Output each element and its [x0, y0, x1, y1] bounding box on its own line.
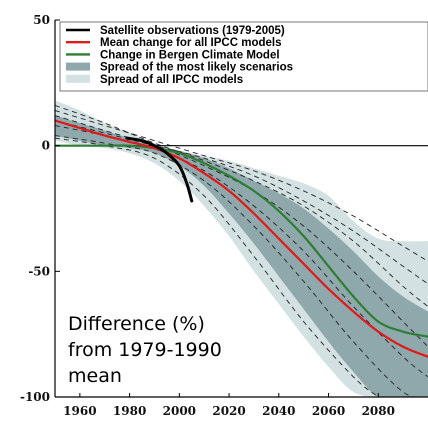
annotation-text: Difference (%) from 1979-1990 mean — [68, 313, 222, 387]
axes — [54, 20, 428, 398]
annotation-line: Difference (%) — [68, 313, 205, 335]
model-member-line-4 — [55, 137, 379, 397]
model-member-line-3 — [55, 135, 428, 397]
x-tick-label: 2060 — [312, 404, 345, 418]
x-tick-label: 2080 — [362, 404, 395, 418]
y-tick-label: -50 — [28, 264, 50, 278]
annotation-line: from 1979-1990 — [68, 339, 222, 361]
model-member-line-6 — [55, 120, 428, 285]
y-tick-label: -100 — [20, 390, 50, 404]
legend-swatch — [66, 62, 90, 71]
spread-bands — [55, 100, 428, 397]
legend-label: Satellite observations (1979-2005) — [100, 25, 285, 37]
legend-label: Mean change for all IPCC models — [100, 37, 281, 49]
series-line-2 — [55, 144, 428, 338]
model-member-line-5 — [55, 110, 428, 262]
series-lines — [55, 119, 428, 358]
series-line-1 — [55, 119, 428, 358]
legend-label: Spread of all IPCC models — [100, 74, 243, 86]
legend-swatch — [66, 74, 90, 83]
y-axis-ticks: 50 0 -50 -100 — [20, 13, 60, 404]
legend-label: Change in Bergen Climate Model — [100, 49, 280, 61]
y-tick-label: 50 — [33, 13, 50, 27]
model-members — [55, 105, 428, 397]
model-member-line-0 — [55, 105, 428, 307]
x-tick-label: 1980 — [113, 404, 146, 418]
legend-label: Spread of the most likely scenarios — [100, 62, 293, 74]
x-axis-ticks: 1960 1980 2000 2020 2040 2060 2080 — [63, 393, 395, 418]
series-line-0 — [125, 136, 194, 203]
y-tick-label: 0 — [42, 139, 50, 153]
band-1 — [55, 115, 428, 397]
x-tick-label: 1960 — [63, 404, 96, 418]
x-tick-label: 2000 — [163, 404, 196, 418]
x-tick-label: 2020 — [212, 404, 245, 418]
annotation-line: mean — [68, 365, 122, 387]
legend: Satellite observations (1979-2005)Mean c… — [59, 21, 428, 92]
legend-box — [59, 21, 428, 92]
x-tick-label: 2040 — [262, 404, 295, 418]
